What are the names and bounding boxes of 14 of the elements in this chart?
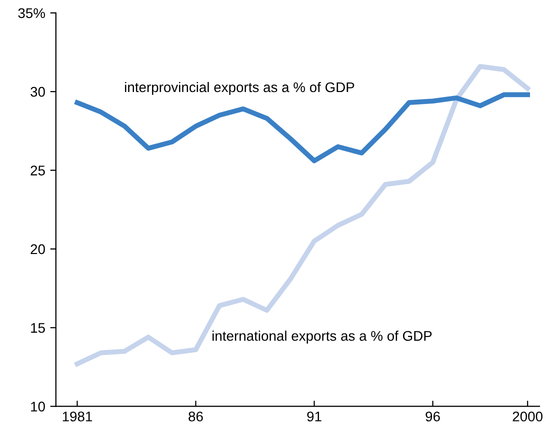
x-tick-label: 2000 (512, 412, 542, 422)
line-series (74, 64, 530, 366)
y-tick-label: 30 (30, 86, 45, 97)
series-label: international exports as a % of GDP (212, 330, 432, 344)
y-tick-label: 20 (30, 244, 45, 254)
series-label: interprovincial exports as a % of GDP (125, 82, 354, 95)
x-tick-label: 1981 (62, 412, 92, 422)
x-tick-label: 96 (426, 412, 440, 422)
x-tick-label: 91 (307, 412, 322, 422)
y-tick-label: 10 (31, 402, 45, 412)
x-tick-label: 86 (188, 412, 203, 422)
y-tick-label: 25 (30, 166, 45, 176)
y-tick-label: 15 (31, 323, 45, 333)
y-tick-label: 35% (18, 8, 45, 18)
